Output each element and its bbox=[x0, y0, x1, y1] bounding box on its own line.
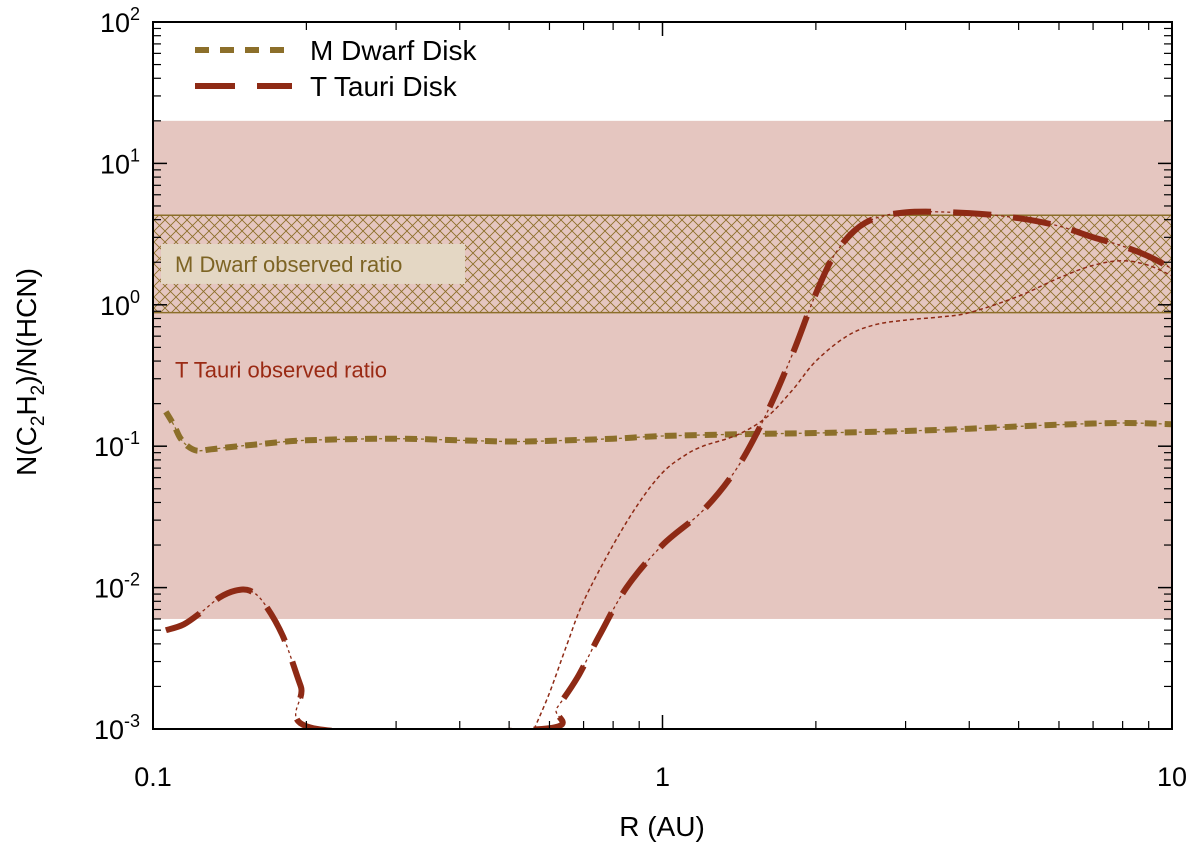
band-label-m-dwarf-observed-ratio: M Dwarf observed ratio bbox=[175, 252, 402, 277]
bands-layer: T Tauri observed ratio M Dwarf observed r… bbox=[153, 120, 1172, 619]
band-t-tauri-observed-ratio bbox=[153, 120, 1172, 619]
y-tick-label: 102 bbox=[100, 4, 140, 38]
x-tick-label: 1 bbox=[655, 762, 670, 792]
series-line-m-dwarf-disk bbox=[163, 410, 1172, 454]
y-tick-label: 10-1 bbox=[94, 428, 140, 462]
legend-label-m-dwarf: M Dwarf Disk bbox=[310, 35, 477, 66]
legend: M Dwarf Disk T Tauri Disk bbox=[195, 35, 477, 102]
y-tick-label: 101 bbox=[100, 145, 140, 179]
series-line-t-tauri-disk bbox=[164, 208, 1172, 729]
y-tick-label: 10-2 bbox=[94, 570, 140, 604]
y-tick-label: 100 bbox=[100, 287, 140, 321]
series-layer bbox=[163, 208, 1172, 729]
band-label-bg bbox=[161, 243, 465, 284]
legend-label-t-tauri: T Tauri Disk bbox=[310, 71, 458, 102]
band-label-t-tauri-observed-ratio: T Tauri observed ratio bbox=[175, 357, 387, 382]
y-tick-label: 10-3 bbox=[94, 711, 140, 745]
plot-frame bbox=[152, 21, 1173, 730]
ticks-layer: 0.1 1 10 10-3 10-2 10-1 100 101 102 bbox=[94, 4, 1187, 792]
series-guide-t-tauri-disk bbox=[165, 211, 1172, 729]
y-axis-title: N(C2H2)/N(HCN) bbox=[11, 268, 49, 476]
x-tick-label: 10 bbox=[1157, 762, 1187, 792]
x-tick-label: 0.1 bbox=[134, 762, 172, 792]
x-axis-title: R (AU) bbox=[619, 811, 705, 842]
series-line-unlabeled bbox=[533, 259, 1172, 729]
